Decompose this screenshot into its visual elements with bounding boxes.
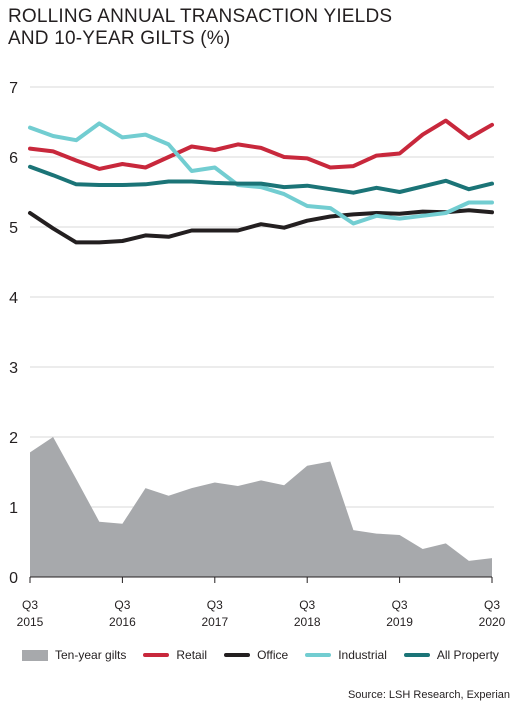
y-tick-label: 5 — [9, 220, 18, 237]
x-tick-quarter: Q3 — [22, 598, 38, 612]
y-tick-label: 1 — [9, 500, 18, 517]
x-tick-quarter: Q3 — [484, 598, 500, 612]
y-tick-label: 4 — [9, 290, 18, 307]
legend-swatch — [143, 653, 170, 657]
x-tick-year: 2020 — [479, 615, 506, 629]
legend-swatch — [403, 653, 430, 657]
x-tick-year: 2015 — [17, 615, 44, 629]
legend-item-all-property: All Property — [403, 648, 499, 662]
x-tick-year: 2017 — [201, 615, 228, 629]
retail-line — [28, 118, 494, 171]
y-tick-label: 0 — [9, 570, 18, 587]
legend-item-office: Office — [224, 648, 288, 662]
x-tick-quarter: Q3 — [392, 598, 408, 612]
legend-label: Retail — [176, 648, 208, 662]
legend-swatch — [224, 653, 251, 657]
source-note: Source: LSH Research, Experian — [347, 689, 510, 701]
legend-item-ten-year-gilts: Ten-year gilts — [22, 648, 126, 662]
line-layer — [28, 118, 494, 245]
x-tick-year: 2019 — [386, 615, 413, 629]
y-tick-label: 6 — [9, 150, 18, 167]
y-axis: 0 1 2 3 4 5 6 7 — [9, 80, 18, 587]
legend: Ten-year gilts Retail Office Industrial All … — [22, 645, 516, 665]
y-tick-label: 7 — [9, 80, 18, 97]
industrial-line — [28, 121, 494, 226]
all-property-line — [28, 164, 494, 195]
legend-swatch — [305, 653, 332, 657]
y-tick-label: 2 — [9, 430, 18, 447]
x-tick-quarter: Q3 — [299, 598, 315, 612]
legend-item-retail: Retail — [143, 648, 207, 662]
y-tick-label: 3 — [9, 360, 18, 377]
x-tick-year: 2018 — [294, 615, 321, 629]
x-tick-quarter: Q3 — [114, 598, 130, 612]
x-axis: Q3 2015 Q3 2016 Q3 2017 Q3 2018 Q3 2019 Q3 2020 — [17, 576, 506, 629]
office-line — [28, 208, 494, 245]
x-tick-year: 2016 — [109, 615, 136, 629]
ten-year-gilts-area — [30, 437, 492, 577]
legend-label: Industrial — [338, 648, 387, 662]
legend-label: Ten-year gilts — [55, 648, 127, 662]
legend-label: All Property — [436, 648, 499, 662]
legend-swatch — [22, 649, 48, 661]
legend-label: Office — [257, 648, 289, 662]
chart-title: ROLLING ANNUAL TRANSACTION YIELDS AND 10… — [8, 6, 393, 49]
legend-item-industrial: Industrial — [305, 648, 387, 662]
area-layer — [30, 437, 492, 577]
x-tick-quarter: Q3 — [207, 598, 223, 612]
